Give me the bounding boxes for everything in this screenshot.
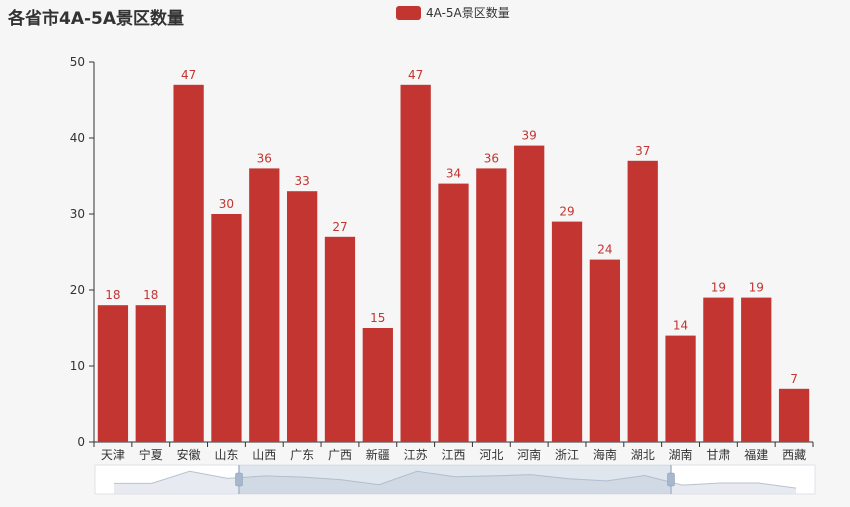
bar[interactable] bbox=[476, 168, 507, 442]
data-label: 19 bbox=[711, 281, 726, 295]
data-label: 34 bbox=[446, 167, 461, 181]
bar[interactable] bbox=[627, 160, 658, 443]
x-tick-label: 山东 bbox=[214, 448, 238, 462]
data-label: 24 bbox=[597, 243, 612, 257]
x-tick-label: 浙江 bbox=[555, 448, 579, 462]
x-tick-label: 海南 bbox=[593, 447, 617, 462]
data-label: 36 bbox=[257, 151, 272, 165]
x-tick-label: 湖南 bbox=[669, 447, 693, 462]
y-tick-label: 10 bbox=[70, 359, 85, 373]
y-tick-label: 40 bbox=[70, 131, 85, 145]
data-label: 29 bbox=[559, 205, 574, 219]
bar[interactable] bbox=[324, 236, 356, 442]
data-label: 30 bbox=[219, 197, 234, 211]
x-tick-label: 广西 bbox=[328, 448, 352, 462]
x-tick-label: 山西 bbox=[252, 448, 276, 462]
data-label: 47 bbox=[181, 68, 196, 82]
x-tick-label: 河北 bbox=[479, 448, 503, 462]
zoom-grip-right[interactable] bbox=[667, 472, 675, 487]
data-label: 15 bbox=[370, 311, 385, 325]
bar[interactable] bbox=[665, 335, 696, 442]
x-tick-label: 湖北 bbox=[631, 447, 655, 462]
bar[interactable] bbox=[589, 259, 621, 442]
bar[interactable] bbox=[703, 297, 734, 442]
x-tick-label: 河南 bbox=[517, 447, 541, 462]
data-label: 18 bbox=[105, 288, 120, 302]
zoom-window[interactable] bbox=[239, 465, 671, 494]
data-label: 47 bbox=[408, 68, 423, 82]
x-tick-label: 广东 bbox=[290, 448, 314, 462]
y-tick-label: 20 bbox=[70, 283, 85, 297]
x-tick-label: 江苏 bbox=[404, 448, 428, 462]
data-label: 7 bbox=[790, 372, 798, 386]
x-tick-label: 宁夏 bbox=[139, 447, 163, 462]
x-tick-label: 安徽 bbox=[177, 447, 201, 462]
x-tick-label: 福建 bbox=[744, 447, 768, 462]
bar[interactable] bbox=[438, 183, 469, 442]
bar[interactable] bbox=[362, 328, 393, 442]
bar[interactable] bbox=[551, 221, 583, 442]
data-label: 18 bbox=[143, 288, 158, 302]
data-label: 36 bbox=[484, 151, 499, 165]
x-tick-label: 甘肃 bbox=[706, 448, 730, 462]
zoom-grip-left[interactable] bbox=[235, 472, 243, 487]
bar[interactable] bbox=[514, 145, 545, 442]
legend[interactable]: 4A-5A景区数量 bbox=[396, 4, 510, 21]
chart-title: 各省市4A-5A景区数量 bbox=[8, 9, 185, 29]
bar[interactable] bbox=[211, 214, 242, 442]
bar[interactable] bbox=[97, 305, 129, 442]
bar[interactable] bbox=[778, 388, 810, 442]
legend-swatch bbox=[396, 5, 421, 20]
y-tick-label: 30 bbox=[70, 207, 85, 221]
data-label: 37 bbox=[635, 144, 650, 158]
x-tick-label: 新疆 bbox=[366, 447, 390, 462]
bar[interactable] bbox=[135, 305, 166, 442]
x-tick-label: 西藏 bbox=[782, 448, 806, 462]
zoom-preview-line bbox=[113, 470, 797, 489]
data-label: 14 bbox=[673, 319, 688, 333]
bar[interactable] bbox=[286, 191, 318, 442]
data-label: 39 bbox=[522, 129, 537, 143]
bar[interactable] bbox=[741, 297, 772, 442]
data-label: 33 bbox=[294, 174, 309, 188]
x-tick-label: 天津 bbox=[101, 448, 125, 462]
data-label: 19 bbox=[749, 281, 764, 295]
y-tick-label: 0 bbox=[77, 435, 85, 449]
data-label: 27 bbox=[332, 220, 347, 234]
bar[interactable] bbox=[400, 84, 431, 443]
bar[interactable] bbox=[173, 84, 204, 443]
bar[interactable] bbox=[249, 168, 280, 442]
legend-label: 4A-5A景区数量 bbox=[426, 6, 510, 20]
y-tick-label: 50 bbox=[70, 55, 85, 69]
x-tick-label: 江西 bbox=[441, 448, 465, 462]
